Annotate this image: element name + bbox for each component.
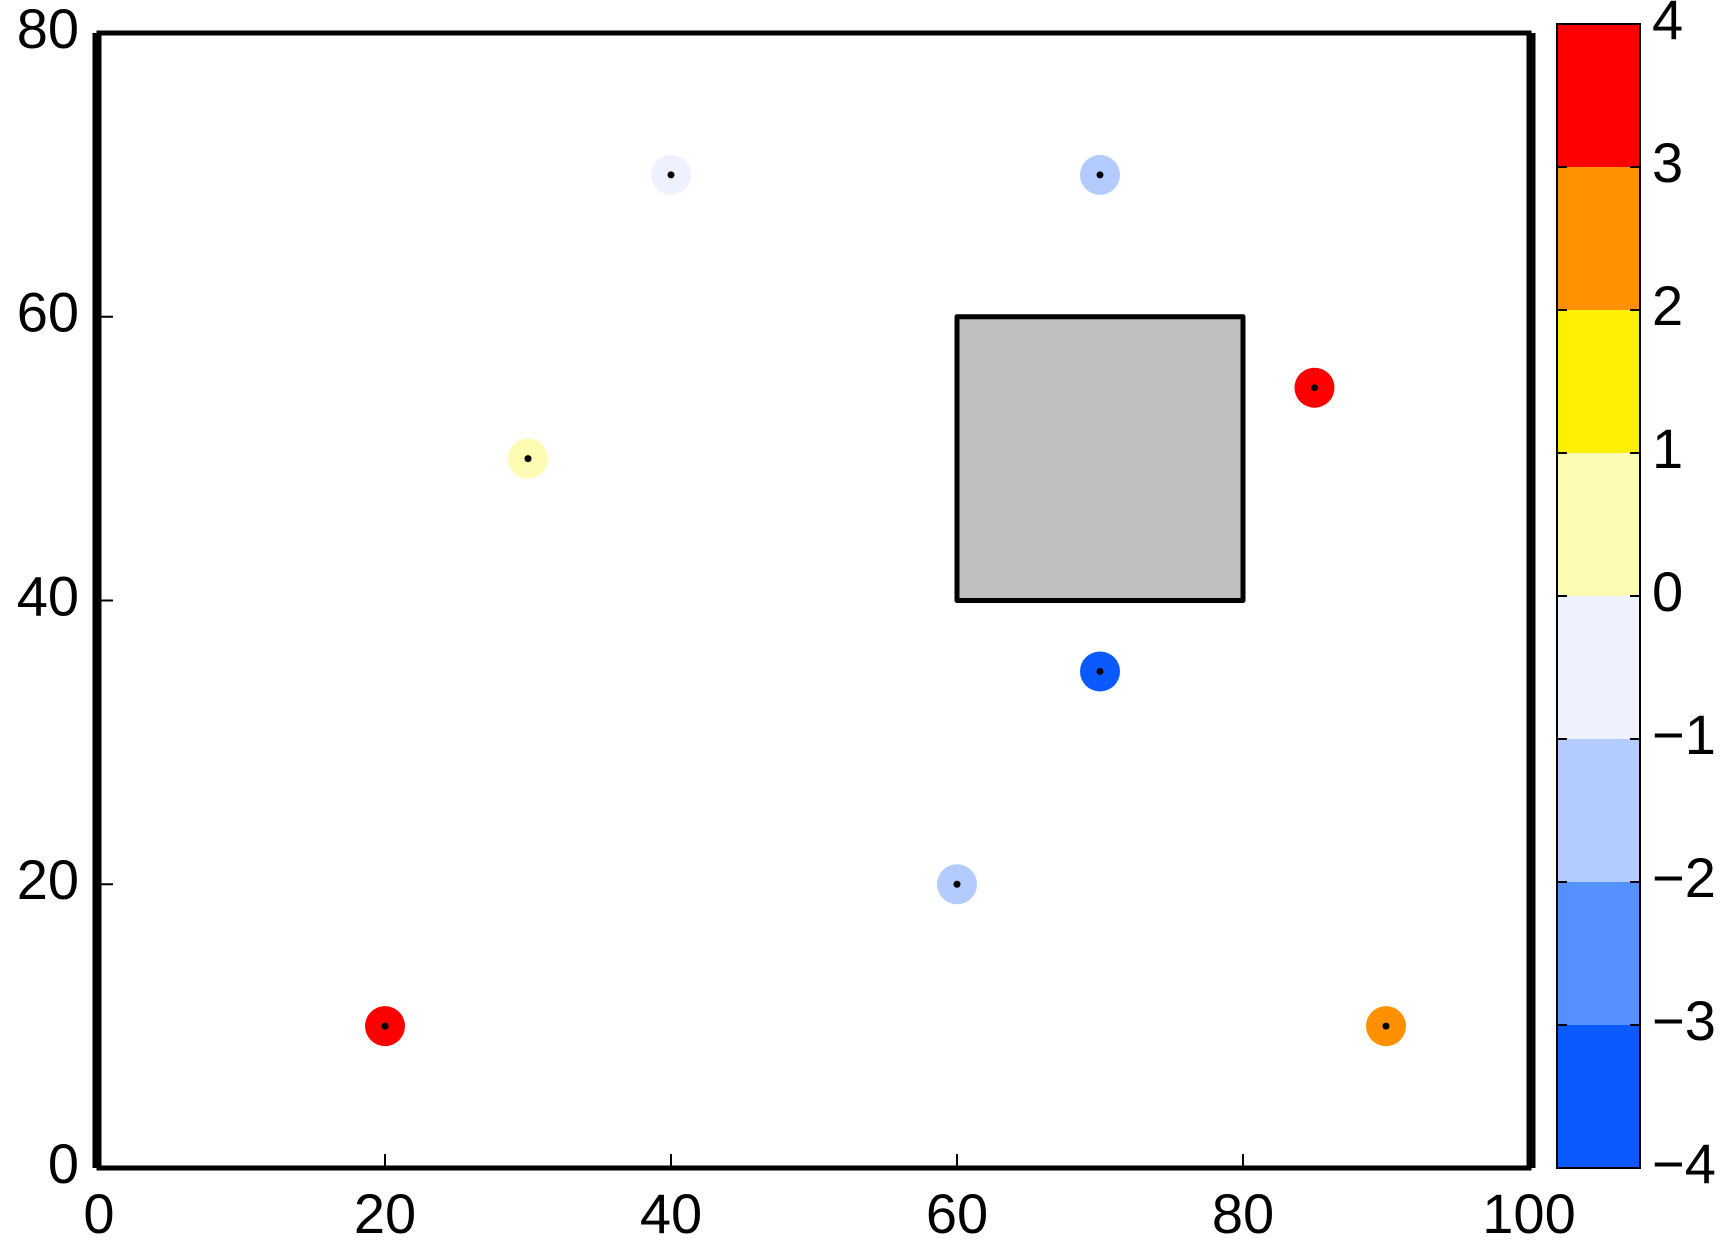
plot-frame	[96, 30, 1532, 1171]
colorbar-segment	[1557, 739, 1640, 882]
point-center	[524, 455, 532, 463]
colorbar-segment	[1557, 596, 1640, 739]
point-center	[381, 1022, 389, 1030]
x-tick-label: 60	[926, 1182, 988, 1245]
x-tick-label: 100	[1482, 1182, 1575, 1245]
colorbar-tick-label: −1	[1652, 703, 1716, 766]
colorbar-segment	[1557, 1025, 1640, 1168]
colorbar-segment	[1557, 24, 1640, 167]
point-center	[1096, 171, 1104, 179]
colorbar-tick-label: 0	[1652, 560, 1683, 623]
point-center	[1311, 384, 1318, 392]
y-tick-label: 40	[17, 564, 79, 627]
colorbar-tick-label: −3	[1652, 989, 1716, 1052]
y-tick-label: 80	[17, 0, 79, 60]
colorbar-tick-label: 3	[1652, 131, 1683, 194]
x-tick-label: 80	[1212, 1182, 1274, 1245]
point-center	[1096, 667, 1104, 675]
y-tick-label: 20	[17, 848, 79, 911]
obstacle	[954, 314, 1246, 603]
colorbar-segment	[1557, 453, 1640, 596]
colorbar-tick-label: −2	[1652, 846, 1716, 909]
colorbar-tick-label: 4	[1652, 0, 1683, 51]
point-center	[953, 880, 961, 888]
y-tick-label: 60	[17, 281, 79, 344]
colorbar-segment	[1557, 310, 1640, 453]
y-tick-label: 0	[48, 1132, 79, 1195]
point-center	[667, 171, 675, 179]
x-tick-label: 0	[83, 1182, 114, 1245]
point-center	[1382, 1022, 1390, 1030]
x-tick-label: 20	[354, 1182, 416, 1245]
colorbar-tick-label: 1	[1652, 417, 1683, 480]
x-tick-label: 40	[640, 1182, 702, 1245]
colorbar-tick-label: −4	[1652, 1132, 1716, 1195]
colorbar-segment	[1557, 167, 1640, 310]
colorbar-tick-label: 2	[1652, 274, 1683, 337]
colorbar-segment	[1557, 882, 1640, 1025]
